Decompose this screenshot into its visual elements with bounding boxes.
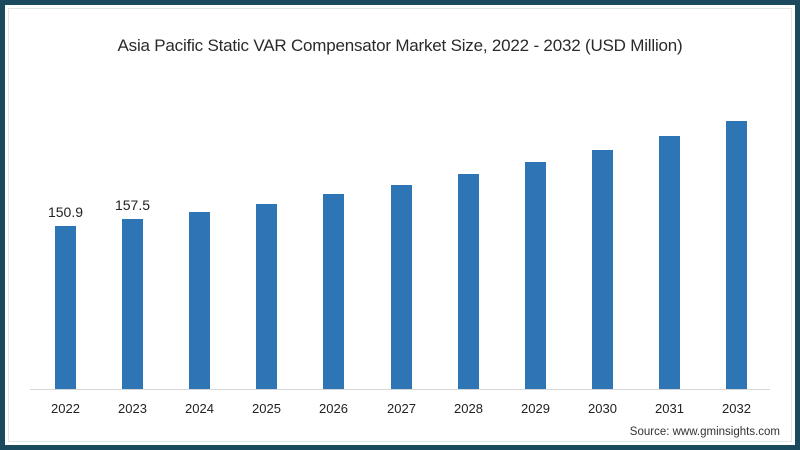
data-label: 157.5 [114,197,151,213]
bar-2024 [189,212,210,389]
x-tick-label: 2027 [387,401,416,416]
chart-title: Asia Pacific Static VAR Compensator Mark… [117,36,683,55]
bar-2026 [323,194,344,389]
x-tick-label: 2032 [722,401,751,416]
bar-2022 [55,226,76,389]
bar-2029 [525,162,546,389]
bar-2032 [726,121,747,389]
bar-2031 [659,136,680,389]
bar-2028 [458,174,479,389]
x-tick-label: 2029 [521,401,550,416]
x-axis-line [30,389,770,390]
source-caption: Source: www.gminsights.com [629,426,780,438]
x-tick-label: 2024 [185,401,214,416]
x-tick-label: 2025 [252,401,281,416]
bar-2027 [391,185,412,389]
x-tick-label: 2031 [655,401,684,416]
bar-2030 [592,150,613,389]
x-tick-label: 2022 [51,401,80,416]
x-tick-label: 2023 [118,401,147,416]
bar-2025 [256,204,277,389]
data-label: 150.9 [47,204,84,220]
x-tick-label: 2030 [588,401,617,416]
chart-inner-border [8,8,792,442]
x-tick-label: 2028 [454,401,483,416]
x-tick-label: 2026 [319,401,348,416]
bar-2023 [122,219,143,389]
